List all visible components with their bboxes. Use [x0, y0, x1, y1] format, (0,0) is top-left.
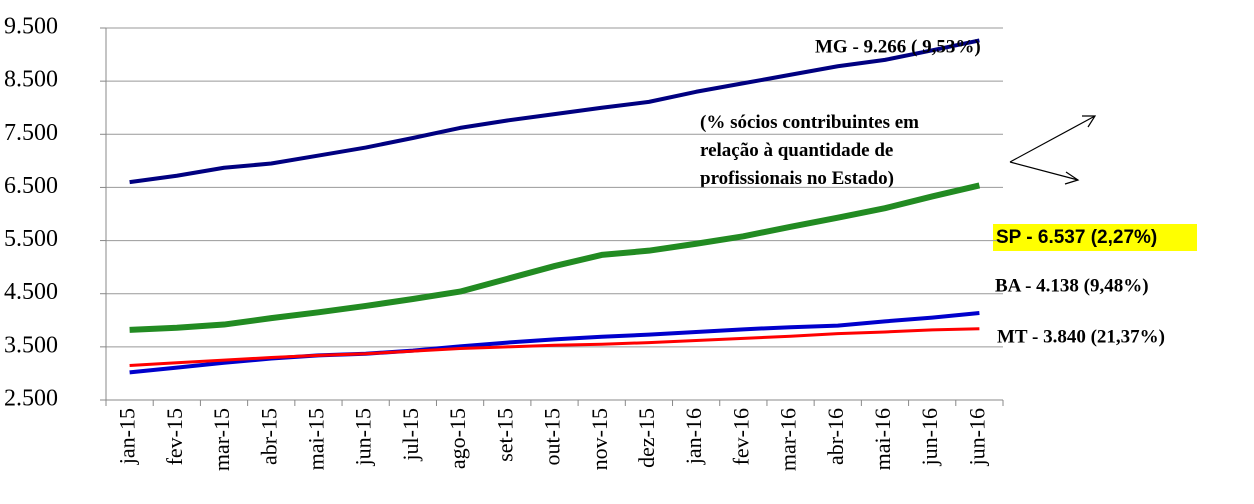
x-tick-label: ago-15: [445, 408, 470, 469]
y-tick-label: 5.500: [4, 226, 58, 252]
annotation: profissionais no Estado): [700, 168, 894, 189]
x-tick-label: jul-15: [398, 408, 423, 462]
x-tick-label: fev-16: [728, 408, 753, 465]
y-tick-label: 9.500: [4, 14, 58, 40]
series-label: SP - 6.537 (2,27%): [996, 227, 1157, 248]
x-tick-label: abr-15: [256, 408, 281, 465]
x-tick-label: mai-16: [870, 408, 895, 470]
series-label: MG - 9.266 ( 9,53%): [815, 36, 981, 57]
x-tick-label: jan-15: [115, 408, 140, 465]
x-tick-label: nov-15: [587, 408, 612, 470]
annotation: (% sócios contribuintes em: [700, 112, 919, 133]
y-tick-label: 8.500: [4, 67, 58, 93]
series-label: MT - 3.840 (21,37%): [997, 326, 1165, 347]
x-tick-label: out-15: [540, 408, 565, 465]
x-tick-label: mar-16: [776, 408, 801, 471]
arrows: [1009, 115, 1097, 185]
y-tick-label: 7.500: [4, 120, 58, 146]
y-tick-label: 6.500: [4, 173, 58, 199]
x-tick-label: jun-16: [917, 408, 942, 466]
x-tick-label: mai-15: [303, 408, 328, 470]
annotation: relação à quantidade de: [700, 140, 893, 161]
series-label: BA - 4.138 (9,48%): [995, 275, 1149, 296]
x-tick-label: mar-15: [209, 408, 234, 471]
series-line: [129, 182, 981, 333]
series-line: [129, 38, 980, 185]
x-tick-label: jun-15: [351, 408, 376, 466]
x-tick-label: abr-16: [823, 408, 848, 465]
x-tick-label: jan-16: [681, 408, 706, 465]
x-tick-label: jun-16: [964, 408, 989, 466]
label-highlight: [993, 224, 1197, 251]
x-tick-label: dez-15: [634, 408, 659, 468]
y-tick-label: 4.500: [4, 279, 58, 305]
series-line: [129, 327, 980, 367]
y-tick-label: 2.500: [4, 386, 58, 412]
x-tick-label: set-15: [492, 408, 517, 462]
x-tick-label: fev-15: [162, 408, 187, 465]
y-tick-label: 3.500: [4, 332, 58, 358]
